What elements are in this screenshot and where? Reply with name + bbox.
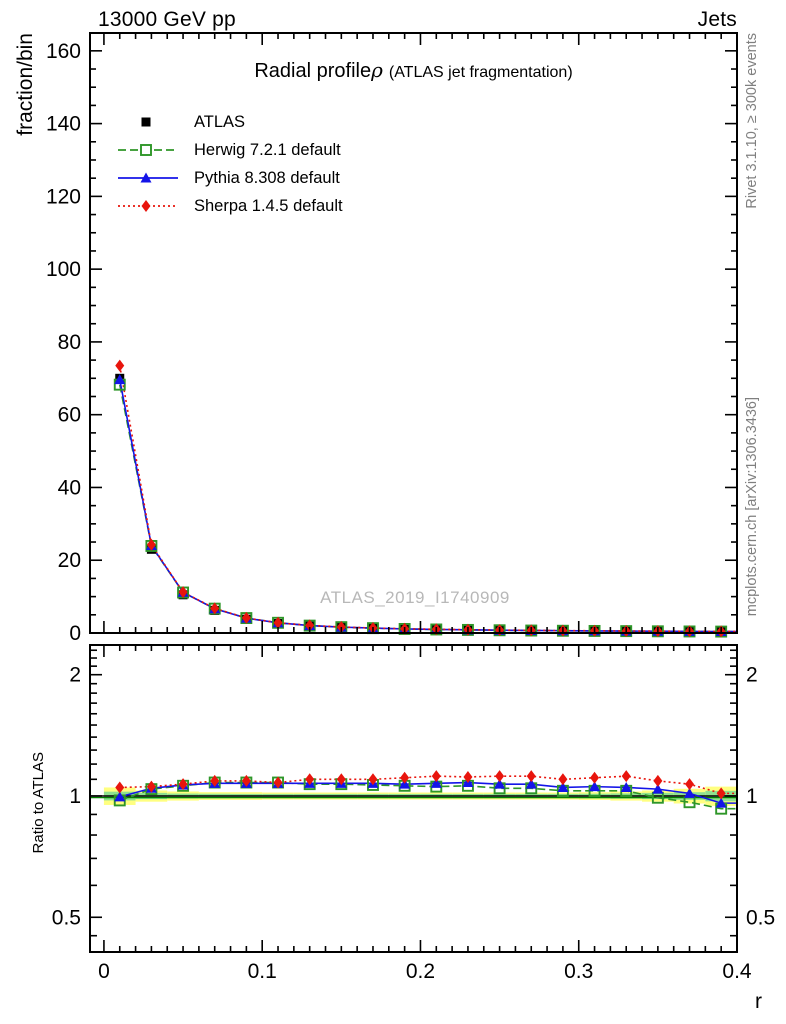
tick-label: 2 xyxy=(746,664,758,687)
analysis-id-watermark: ATLAS_2019_I1740909 xyxy=(320,588,510,607)
tick-label: 2 xyxy=(69,664,81,687)
tick-label: 0.3 xyxy=(564,960,593,983)
legend-item-pythia: Pythia 8.308 default xyxy=(116,164,343,192)
tick-label: 160 xyxy=(46,40,81,63)
ratio-y-axis-label: Ratio to ATLAS xyxy=(30,752,47,854)
title-rho-symbol: ρ xyxy=(371,58,383,82)
tick-label: 0 xyxy=(69,622,81,645)
legend-item-herwig: Herwig 7.2.1 default xyxy=(116,136,343,164)
tick-label: 60 xyxy=(58,404,81,427)
legend-marker-atlas-icon xyxy=(141,117,151,127)
legend-label-pythia: Pythia 8.308 default xyxy=(194,168,340,187)
legend-marker-pythia-icon xyxy=(118,172,178,183)
tick-label: 100 xyxy=(46,258,81,281)
tick-label: 0.4 xyxy=(722,960,752,983)
legend-item-sherpa: Sherpa 1.4.5 default xyxy=(116,192,343,220)
header-beam: 13000 GeV pp xyxy=(98,8,236,31)
tick-label: 1 xyxy=(69,785,81,808)
legend-marker-herwig-icon xyxy=(118,144,178,156)
tick-label: 0.5 xyxy=(52,906,81,929)
tick-label: 0.2 xyxy=(406,960,435,983)
x-axis-label: r xyxy=(755,990,762,1013)
legend: ATLAS Herwig 7.2.1 default Pythia 8.308 … xyxy=(116,108,343,220)
legend-label-sherpa: Sherpa 1.4.5 default xyxy=(194,196,343,215)
tick-labels: 0 20 40 60 80 100 120 140 160 0 0.1 0.2 0.3 0.4 0.5 0.5… xyxy=(46,40,775,983)
tick-label: 140 xyxy=(46,113,81,136)
axes-frames-and-ticks xyxy=(89,32,738,953)
tick-label: 1 xyxy=(746,785,758,808)
tick-label: 0.5 xyxy=(746,906,775,929)
title-subtext: (ATLAS jet fragmentation) xyxy=(388,64,573,81)
ratio-series xyxy=(113,770,737,815)
legend-marker-sherpa-icon xyxy=(118,200,178,212)
plot-title: Radial profileρ (ATLAS jet fragmentation) xyxy=(90,58,737,83)
tick-label: 0.1 xyxy=(248,960,277,983)
tick-label: 40 xyxy=(58,476,81,499)
mcplots-reference-note: mcplots.cern.ch [arXiv:1306.3436] xyxy=(744,397,760,617)
tick-label: 0 xyxy=(98,960,110,983)
main-y-axis-label: fraction/bin xyxy=(14,33,37,136)
legend-label-herwig: Herwig 7.2.1 default xyxy=(194,140,341,159)
tick-label: 80 xyxy=(58,331,81,354)
tick-label: 120 xyxy=(46,185,81,208)
title-text: Radial profile xyxy=(254,60,372,82)
tick-label: 20 xyxy=(58,549,81,572)
legend-item-atlas: ATLAS xyxy=(116,108,343,136)
header-analysis: Jets xyxy=(697,8,737,31)
legend-label-atlas: ATLAS xyxy=(194,112,246,131)
rivet-version-note: Rivet 3.1.10, ≥ 300k events xyxy=(744,33,760,209)
